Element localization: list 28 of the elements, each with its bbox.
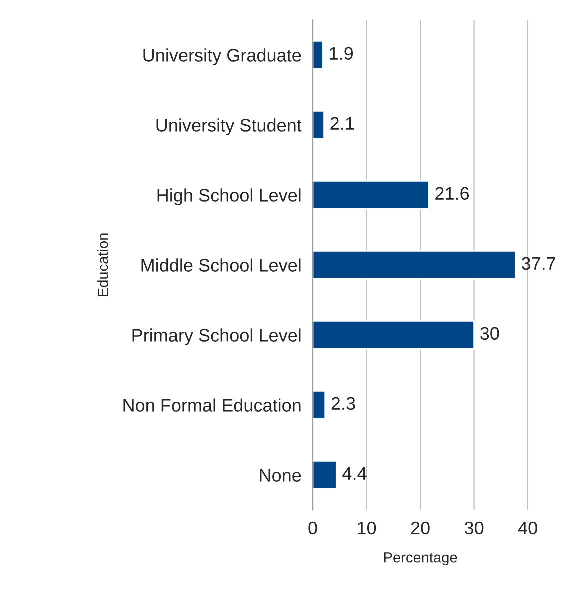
bar <box>313 40 324 70</box>
data-label: 2.1 <box>330 117 354 130</box>
data-label: 4.4 <box>342 467 367 480</box>
bar <box>313 180 430 210</box>
x-tick-label: 20 <box>411 522 430 535</box>
y-axis-title: Education <box>98 234 108 296</box>
bar <box>313 390 326 420</box>
y-tick-label: Non Formal Education <box>124 398 301 412</box>
bar <box>313 250 516 280</box>
x-tick-label: 10 <box>358 522 376 535</box>
x-tick-label: 40 <box>518 522 538 535</box>
y-tick-label: High School Level <box>158 188 301 206</box>
data-label: 30 <box>480 327 500 340</box>
y-tick-label: University Graduate <box>144 48 302 66</box>
y-tick-label: None <box>260 469 302 482</box>
bar <box>313 320 476 350</box>
data-label: 1.9 <box>330 47 354 60</box>
x-tick-label: 0 <box>308 522 318 535</box>
bar <box>313 110 325 140</box>
x-axis-title: Percentage <box>384 552 458 566</box>
data-label: 21.6 <box>436 187 470 200</box>
y-tick-label: Primary School Level <box>132 328 301 346</box>
bar <box>313 460 338 490</box>
y-tick-label: Middle School Level <box>142 258 301 272</box>
data-label: 37.7 <box>522 257 556 270</box>
data-label: 2.3 <box>332 397 356 410</box>
y-tick-label: University Student <box>156 118 302 136</box>
x-tick-label: 30 <box>464 522 484 535</box>
